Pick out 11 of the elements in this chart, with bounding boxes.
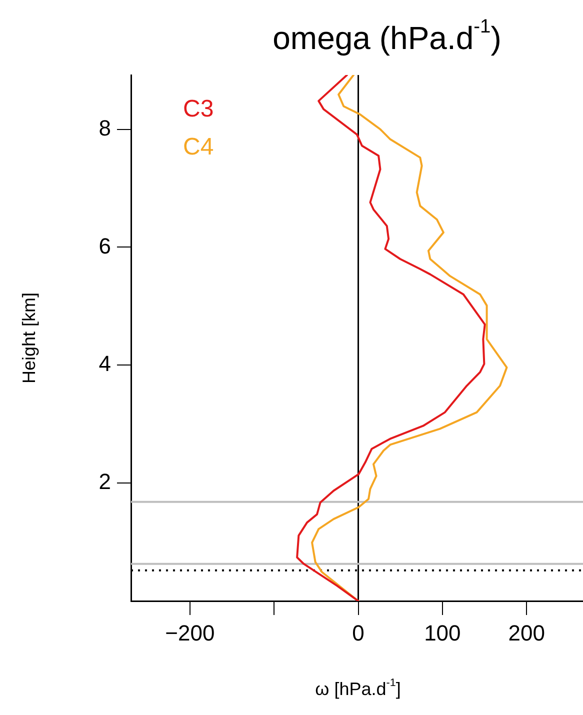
text: C4 — [183, 134, 214, 161]
y-tick-label: 2 — [98, 469, 111, 494]
y-axis-title: Height [km] — [18, 292, 39, 384]
y-tick-label: 4 — [98, 351, 111, 376]
x-tick-label: 0 — [352, 620, 364, 646]
x-tick-label: −200 — [165, 620, 215, 646]
y-tick-label: 8 — [98, 115, 111, 140]
text: C3 — [183, 96, 214, 123]
x-tick-label: 200 — [508, 620, 545, 646]
x-tick-label: 100 — [424, 620, 461, 646]
y-tick-label: 6 — [98, 233, 111, 258]
